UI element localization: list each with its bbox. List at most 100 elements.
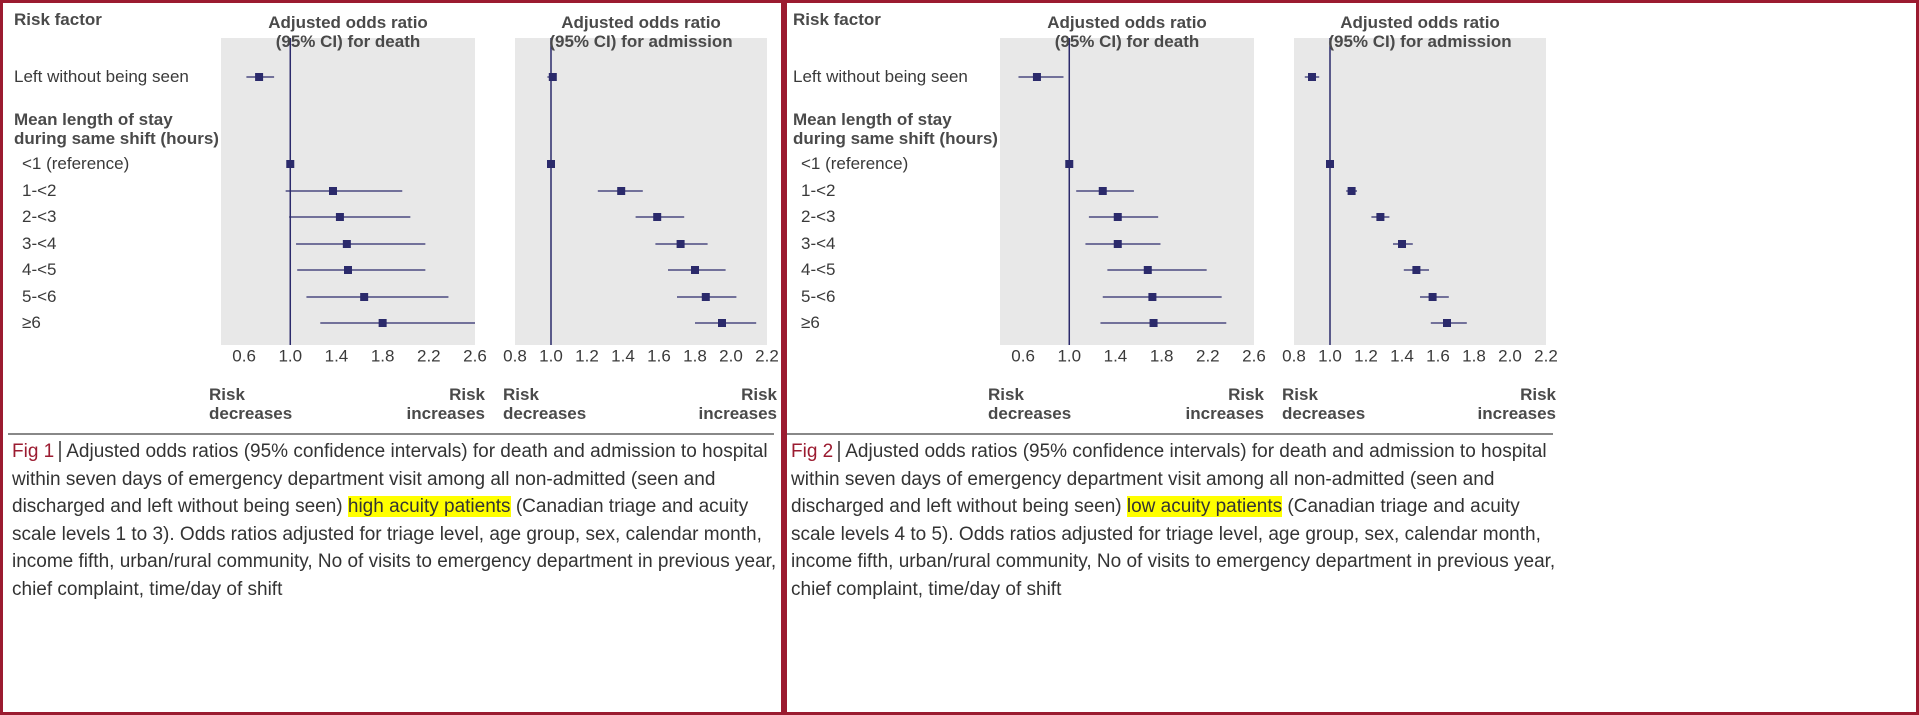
- point-estimate: [1398, 240, 1406, 248]
- point-estimate: [691, 266, 699, 274]
- caption-text: Adjusted odds ratios (95% confidence int…: [791, 441, 1547, 517]
- risk-factor-header: Risk factor: [14, 10, 102, 29]
- panel-title: Adjusted odds ratio (95% CI) for admissi…: [549, 13, 733, 51]
- annotation-left: Risk decreases: [988, 385, 1072, 423]
- caption-text: Adjusted odds ratios (95% confidence int…: [12, 441, 768, 517]
- panel-title: Adjusted odds ratio (95% CI) for death: [1047, 13, 1207, 51]
- row-label: <1 (reference): [801, 154, 909, 173]
- point-estimate: [1347, 187, 1356, 195]
- x-tick-label: 1.4: [611, 346, 635, 365]
- point-estimate: [335, 213, 344, 221]
- point-estimate: [718, 319, 726, 327]
- point-estimate: [378, 319, 387, 327]
- row-label: 4-<5: [801, 260, 836, 279]
- x-tick-label: 1.4: [1390, 346, 1414, 365]
- x-tick-label: 2.2: [1196, 346, 1220, 365]
- x-tick-label: 1.6: [647, 346, 671, 365]
- x-tick-label: 2.0: [719, 346, 743, 365]
- row-label: 1-<2: [801, 181, 836, 200]
- x-tick-label: 2.2: [417, 346, 441, 365]
- x-tick-label: 2.6: [463, 346, 487, 365]
- caption-rule: [787, 433, 1553, 435]
- caption-highlight: low acuity patients: [1126, 496, 1283, 517]
- point-estimate: [255, 73, 264, 81]
- row-label: <1 (reference): [22, 154, 130, 173]
- point-estimate: [1326, 160, 1334, 168]
- x-tick-label: 2.0: [1498, 346, 1522, 365]
- point-estimate: [1032, 73, 1041, 81]
- point-estimate: [1148, 293, 1157, 301]
- annotation-left: Risk decreases: [209, 385, 293, 423]
- point-estimate: [617, 187, 626, 195]
- row-label: 1-<2: [22, 181, 57, 200]
- caption-label: Fig 2: [791, 441, 841, 462]
- point-estimate: [342, 240, 351, 248]
- x-tick-label: 1.2: [575, 346, 599, 365]
- row-label: ≥6: [22, 313, 41, 332]
- panel-title: Adjusted odds ratio (95% CI) for admissi…: [1328, 13, 1512, 51]
- point-estimate: [1412, 266, 1421, 274]
- x-tick-label: 1.0: [1057, 346, 1081, 365]
- point-estimate: [1065, 160, 1074, 168]
- x-tick-label: 1.4: [1104, 346, 1128, 365]
- point-estimate: [1143, 266, 1152, 274]
- point-estimate: [1149, 319, 1158, 327]
- x-tick-label: 0.8: [503, 346, 527, 365]
- caption-highlight: high acuity patients: [347, 496, 511, 517]
- x-tick-label: 1.8: [1150, 346, 1174, 365]
- point-estimate: [701, 293, 710, 301]
- point-estimate: [547, 160, 555, 168]
- row-label: 2-<3: [801, 207, 836, 226]
- panel-title: Adjusted odds ratio (95% CI) for death: [268, 13, 428, 51]
- row-label: 5-<6: [801, 287, 836, 306]
- risk-factor-header: Risk factor: [793, 10, 881, 29]
- x-tick-label: 1.8: [1462, 346, 1486, 365]
- x-tick-label: 0.6: [232, 346, 256, 365]
- row-label: ≥6: [801, 313, 820, 332]
- figure-frame: [0, 0, 784, 715]
- point-estimate: [360, 293, 369, 301]
- x-tick-label: 1.4: [325, 346, 349, 365]
- x-tick-label: 2.6: [1242, 346, 1266, 365]
- caption-text: (Canadian triage and acuity scale levels…: [791, 496, 1556, 600]
- x-tick-label: 0.6: [1011, 346, 1035, 365]
- caption: Fig 1 Adjusted odds ratios (95% confidenc…: [12, 438, 777, 603]
- x-tick-label: 2.2: [1534, 346, 1558, 365]
- point-estimate: [1098, 187, 1107, 195]
- annotation-right: Risk increases: [1477, 385, 1556, 423]
- annotation-left: Risk decreases: [1282, 385, 1366, 423]
- x-tick-label: 1.2: [1354, 346, 1378, 365]
- x-tick-label: 1.8: [371, 346, 395, 365]
- annotation-right: Risk increases: [1185, 385, 1264, 423]
- row-label: 3-<4: [22, 234, 57, 253]
- x-tick-label: 1.0: [278, 346, 302, 365]
- point-estimate: [1376, 213, 1385, 221]
- x-tick-label: 1.8: [683, 346, 707, 365]
- annotation-right: Risk increases: [698, 385, 777, 423]
- row-label: 5-<6: [22, 287, 57, 306]
- point-estimate: [1308, 73, 1316, 81]
- x-tick-label: 2.2: [755, 346, 779, 365]
- point-estimate: [344, 266, 352, 274]
- point-estimate: [653, 213, 662, 221]
- x-tick-label: 1.0: [1318, 346, 1342, 365]
- point-estimate: [676, 240, 685, 248]
- point-estimate: [328, 187, 337, 195]
- point-estimate: [286, 160, 295, 168]
- x-tick-label: 0.8: [1282, 346, 1306, 365]
- figure-frame: [784, 0, 1919, 715]
- x-tick-label: 1.0: [539, 346, 563, 365]
- group-label: Mean length of stay during same shift (h…: [793, 110, 998, 148]
- plot-background: [1294, 38, 1546, 345]
- point-estimate: [1443, 319, 1451, 327]
- caption: Fig 2 Adjusted odds ratios (95% confidenc…: [791, 438, 1556, 603]
- row-label: Left without being seen: [14, 67, 189, 86]
- point-estimate: [1113, 240, 1122, 248]
- row-label: 4-<5: [22, 260, 57, 279]
- caption-rule: [8, 433, 774, 435]
- point-estimate: [1113, 213, 1122, 221]
- caption-text: (Canadian triage and acuity scale levels…: [12, 496, 777, 600]
- row-label: 2-<3: [22, 207, 57, 226]
